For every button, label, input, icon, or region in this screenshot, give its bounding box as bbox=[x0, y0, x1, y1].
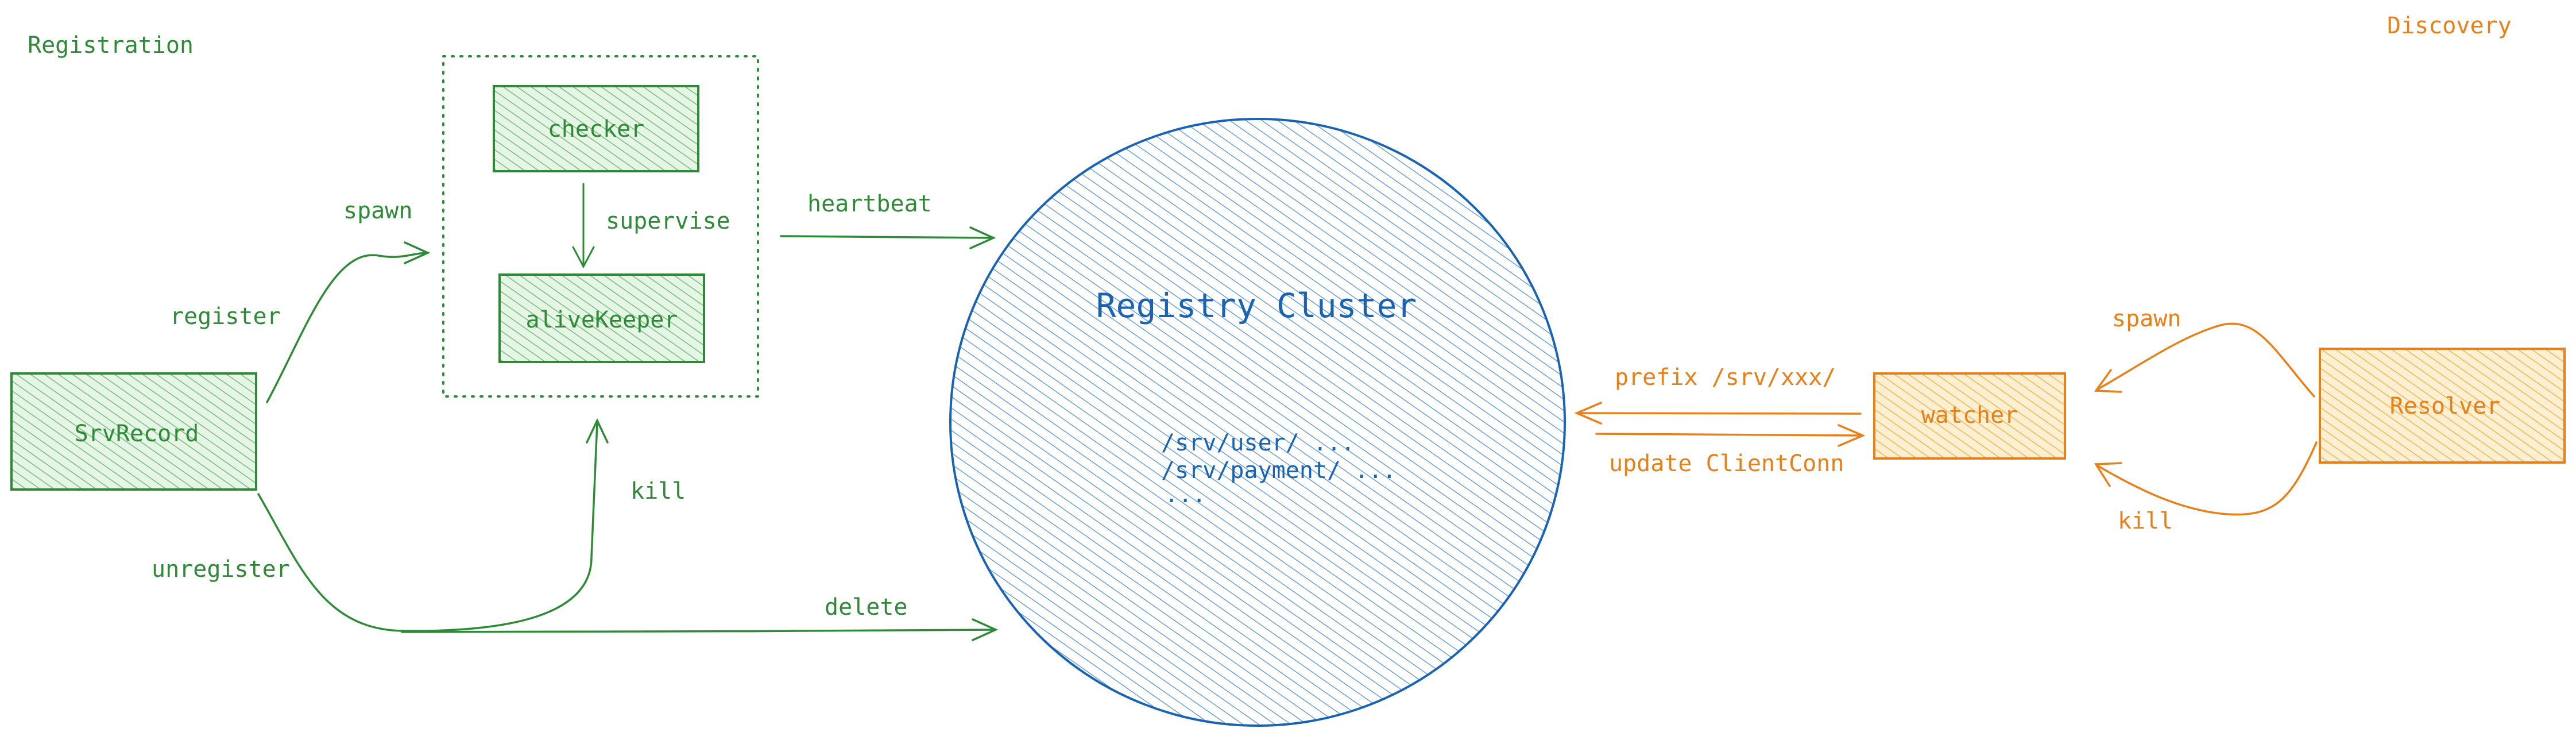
delete-label: delete bbox=[825, 594, 908, 621]
registry-cluster-node[interactable]: Registry Cluster /srv/user/ ... /srv/pay… bbox=[949, 118, 1566, 727]
kill-left-label: kill bbox=[631, 478, 686, 504]
register-label: register bbox=[170, 303, 281, 330]
resolver-node[interactable]: Resolver bbox=[2319, 348, 2566, 464]
prefix-label: prefix /srv/xxx/ bbox=[1615, 364, 1836, 391]
spawn-right-arrow bbox=[2094, 322, 2315, 398]
watcher-label: watcher bbox=[1921, 402, 2018, 429]
checker-node[interactable]: checker bbox=[493, 85, 699, 172]
supervise-arrow bbox=[572, 183, 595, 269]
registry-path-user: /srv/user/ ... bbox=[1161, 430, 1355, 456]
update-client-conn-arrow bbox=[1595, 424, 1866, 447]
resolver-label: Resolver bbox=[2390, 393, 2501, 419]
heartbeat-label: heartbeat bbox=[807, 191, 932, 217]
heartbeat-arrow bbox=[780, 226, 996, 249]
watcher-node[interactable]: watcher bbox=[1873, 372, 2066, 460]
delete-arrow bbox=[401, 618, 999, 641]
registry-path-more: ... bbox=[1165, 481, 1206, 508]
unregister-kill-arrow bbox=[257, 418, 609, 632]
supervisor-group bbox=[442, 55, 759, 398]
registry-cluster-title: Registry Cluster bbox=[1096, 286, 1417, 325]
kill-right-arrow bbox=[2094, 441, 2318, 516]
unregister-label: unregister bbox=[152, 556, 290, 583]
kill-right-label: kill bbox=[2118, 508, 2173, 534]
srv-record-node[interactable]: SrvRecord bbox=[10, 372, 257, 491]
checker-label: checker bbox=[548, 116, 645, 142]
prefix-arrow bbox=[1574, 402, 1862, 425]
alive-keeper-node[interactable]: aliveKeeper bbox=[498, 273, 705, 363]
spawn-right-label: spawn bbox=[2112, 306, 2181, 332]
update-client-conn-label: update ClientConn bbox=[1609, 450, 1844, 477]
supervise-label: supervise bbox=[606, 208, 730, 234]
spawn-left-label: spawn bbox=[343, 198, 412, 224]
registration-label: Registration bbox=[28, 32, 194, 59]
registry-path-payment: /srv/payment/ ... bbox=[1161, 457, 1396, 484]
spawn-register-arrow bbox=[266, 241, 431, 403]
alive-keeper-label: aliveKeeper bbox=[526, 307, 678, 333]
discovery-label: Discovery bbox=[2387, 13, 2512, 39]
srv-record-label: SrvRecord bbox=[75, 421, 199, 447]
